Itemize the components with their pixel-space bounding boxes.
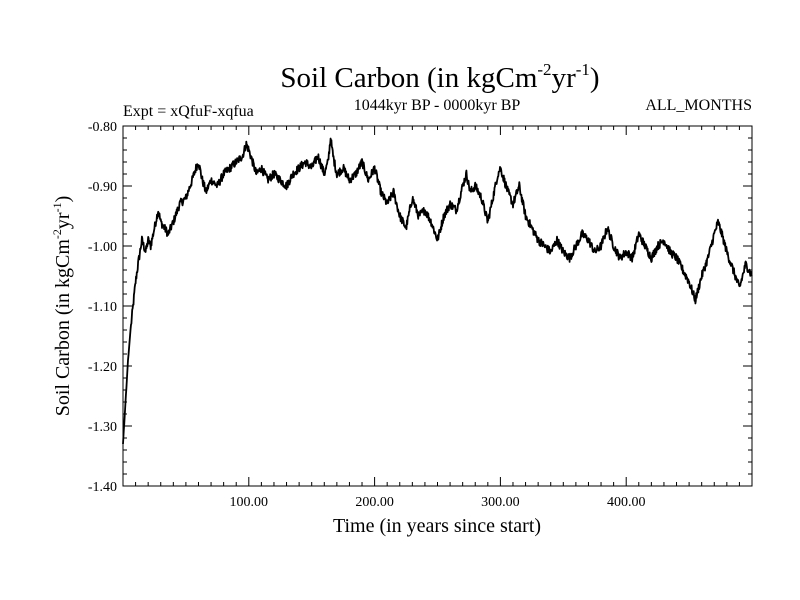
experiment-label: Expt = xQfuF-xqfua (123, 103, 254, 120)
plot-frame (122, 125, 753, 487)
x-tick-label: 400.00 (607, 495, 646, 510)
y-tick-label: -1.10 (88, 300, 117, 315)
x-tick-label: 300.00 (481, 495, 520, 510)
period-label: 1044kyr BP - 0000kyr BP (354, 97, 521, 114)
y-tick-label: -1.40 (88, 480, 117, 495)
y-tick-labels: -1.40 -1.30 -1.20 -1.10 -1.00 -0.90 -0.80 (88, 120, 117, 495)
y-tick-label: -1.20 (88, 360, 117, 375)
chart-title: Soil Carbon (in kgCm-2yr-1) (280, 60, 599, 94)
soil-carbon-series-line (122, 137, 753, 445)
axis-ticks (122, 125, 753, 487)
y-axis-label: Soil Carbon (in kgCm-2yr-1) (50, 196, 74, 417)
x-axis-label: Time (in years since start) (333, 515, 541, 537)
y-tick-label: -1.00 (88, 240, 117, 255)
y-tick-label: -1.30 (88, 420, 117, 435)
y-tick-label: -0.90 (88, 180, 117, 195)
months-label: ALL_MONTHS (645, 97, 752, 114)
x-tick-labels: 100.00 200.00 300.00 400.00 (230, 495, 646, 510)
x-tick-label: 200.00 (355, 495, 394, 510)
y-tick-label: -0.80 (88, 120, 117, 135)
x-tick-label: 100.00 (230, 495, 269, 510)
